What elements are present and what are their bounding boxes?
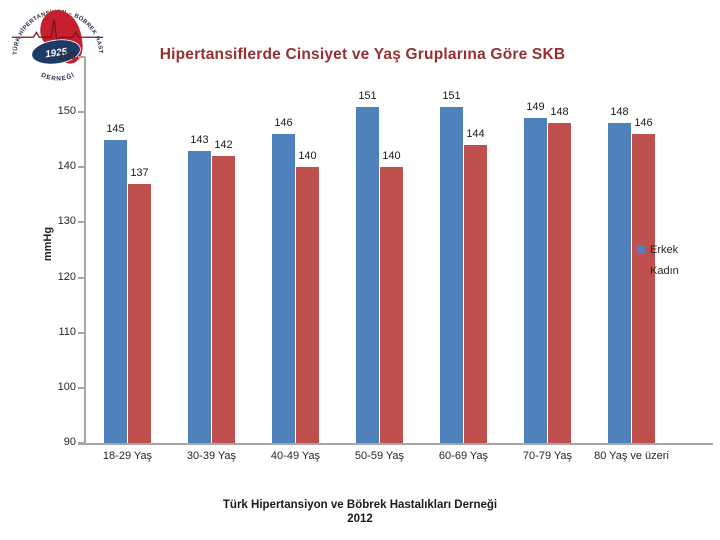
bar-value-label: 146 <box>274 117 293 130</box>
bar-value-label: 151 <box>358 89 377 102</box>
bar-value-label: 146 <box>634 117 653 130</box>
footer-line1: Türk Hipertansiyon ve Böbrek Hastalıklar… <box>222 499 498 511</box>
y-axis-tick <box>78 56 85 58</box>
y-axis-line <box>84 57 86 444</box>
x-axis-label-70-79 Yaş: 70-79 Yaş <box>522 450 573 462</box>
legend-marker-erkek <box>637 245 645 254</box>
y-axis-tick-label: 160 <box>57 50 76 62</box>
bar-value-label: 137 <box>130 166 149 179</box>
chart-legend: Erkek Kadın <box>637 239 679 281</box>
society-logo: TÜRK HİPERTANSİYON ~ BÖBREK HASTALIKLARI… <box>6 0 110 102</box>
bar-value-label: 151 <box>442 89 461 102</box>
bar-erkek-18-29 Yaş <box>104 139 127 443</box>
chart-title: Hipertansiflerde Cinsiyet ve Yaş Gruplar… <box>159 46 566 63</box>
footer-line2: 2012 <box>347 513 373 526</box>
bar-kadın-60-69 Yaş <box>464 145 487 443</box>
bar-erkek-80 Yaş ve üzeri <box>608 123 631 443</box>
y-axis-tick <box>78 386 85 389</box>
x-axis-label-50-59 Yaş: 50-59 Yaş <box>354 450 405 462</box>
bar-value-label: 140 <box>382 150 401 163</box>
bar-erkek-60-69 Yaş <box>440 106 463 443</box>
bar-value-label: 148 <box>610 106 629 119</box>
logo-arc-bottom-text: DERNEĞİ <box>40 71 76 83</box>
bar-value-label: 145 <box>106 122 125 135</box>
x-axis-label-60-69 Yaş: 60-69 Yaş <box>438 450 489 462</box>
x-axis-label-80 Yaş ve üzeri: 80 Yaş ve üzeri <box>594 450 669 462</box>
bar-value-label: 149 <box>526 100 545 113</box>
legend-item-erkek: Erkek <box>637 239 679 260</box>
bar-kadın-18-29 Yaş <box>128 183 151 443</box>
y-axis-tick <box>78 331 85 334</box>
ecg-line-icon <box>11 19 104 45</box>
y-axis-tick <box>78 111 85 114</box>
y-axis-tick-label: 100 <box>57 380 76 393</box>
bar-value-label: 144 <box>466 128 485 141</box>
bar-kadın-40-49 Yaş <box>296 167 319 443</box>
y-axis-tick <box>78 442 85 444</box>
bar-kadın-50-59 Yaş <box>380 167 403 443</box>
footer: Türk Hipertansiyon ve Böbrek Hastalıklar… <box>0 498 720 527</box>
legend-label-kadın: Kadın <box>650 264 679 277</box>
bar-value-label: 148 <box>550 106 569 119</box>
logo-year-text: 1925 <box>45 46 69 60</box>
y-axis-tick <box>78 166 85 169</box>
bar-kadın-70-79 Yaş <box>548 123 571 443</box>
legend-marker-kadın <box>637 266 645 275</box>
y-axis-tick <box>78 276 85 279</box>
logo-year-oval: 1925 <box>31 39 81 65</box>
legend-label-erkek: Erkek <box>650 243 679 256</box>
y-axis-tick <box>78 221 85 224</box>
x-axis-line <box>78 443 713 445</box>
x-axis-label-40-49 Yaş: 40-49 Yaş <box>270 450 321 462</box>
bar-erkek-50-59 Yaş <box>356 106 379 443</box>
y-axis-tick-label: 90 <box>63 436 76 448</box>
bar-kadın-30-39 Yaş <box>212 156 235 443</box>
bar-kadın-80 Yaş ve üzeri <box>632 134 655 443</box>
y-axis-tick-label: 150 <box>57 105 76 118</box>
bar-erkek-70-79 Yaş <box>524 117 547 443</box>
y-axis-title: mmHg <box>42 226 54 262</box>
bar-value-label: 143 <box>190 133 209 146</box>
x-axis-label-30-39 Yaş: 30-39 Yaş <box>186 450 237 462</box>
bar-erkek-40-49 Yaş <box>272 134 295 443</box>
y-axis-tick-label: 140 <box>57 160 76 173</box>
bar-value-label: 142 <box>214 139 233 152</box>
legend-item-kadın: Kadın <box>637 260 679 281</box>
bar-erkek-30-39 Yaş <box>188 150 211 443</box>
bar-value-label: 140 <box>298 150 317 163</box>
y-axis-tick-label: 120 <box>57 270 76 283</box>
x-axis-label-18-29 Yaş: 18-29 Yaş <box>102 450 153 462</box>
y-axis-tick-label: 110 <box>58 325 76 338</box>
y-axis-tick-label: 130 <box>57 215 76 228</box>
